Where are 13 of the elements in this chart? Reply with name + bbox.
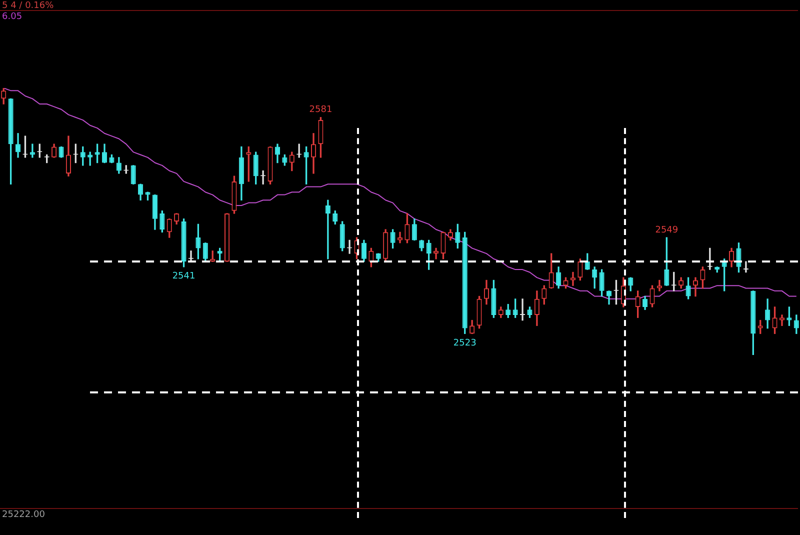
text: 6.05	[2, 12, 22, 22]
annotation: 2541	[172, 272, 196, 282]
candlestick	[325, 200, 330, 260]
candlestick	[779, 314, 785, 326]
annotation: 2523	[453, 338, 476, 348]
candlestick	[30, 144, 35, 158]
candlestick	[656, 280, 662, 292]
text: 25222.00	[2, 510, 45, 520]
candlestick	[520, 298, 526, 321]
annotation: 2549	[655, 225, 678, 236]
annotation: 2581	[309, 105, 332, 116]
candlestick	[743, 261, 748, 273]
text: 5 4 / 0.16%	[2, 1, 54, 11]
